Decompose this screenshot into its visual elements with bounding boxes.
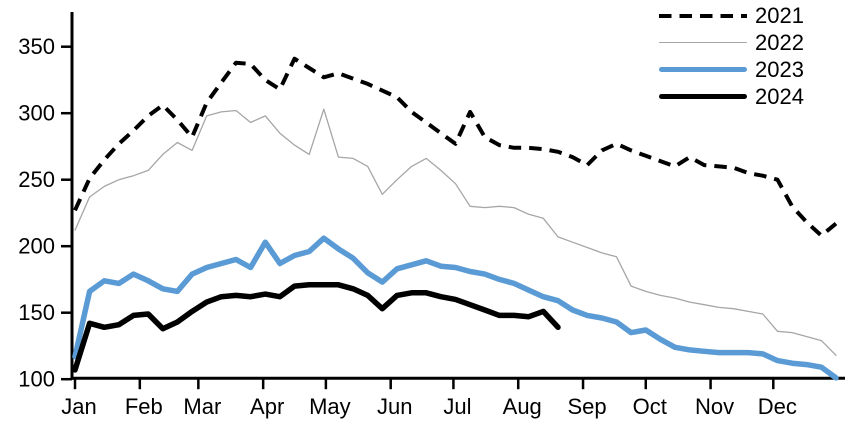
series-line-2022 [74, 108, 837, 356]
chart-legend: 2021 2022 2023 2024 [659, 2, 804, 110]
series-line-2024 [72, 282, 561, 373]
legend-item-2024: 2024 [659, 83, 804, 110]
x-tick-label: Jun [377, 394, 412, 419]
x-tick-label: Aug [503, 394, 542, 419]
legend-line-2023 [659, 66, 747, 73]
y-tick-label: 100 [18, 367, 55, 392]
y-tick-label: 250 [18, 167, 55, 192]
y-tick-label: 200 [18, 234, 55, 259]
x-tick-label: Apr [250, 394, 284, 419]
x-tick-label: Oct [633, 394, 667, 419]
x-tick-label: Feb [125, 394, 163, 419]
x-tick-label: May [309, 394, 351, 419]
y-tick-label: 300 [18, 101, 55, 126]
x-tick-label: Jan [61, 394, 96, 419]
x-tick-label: Jul [443, 394, 471, 419]
legend-label-2024: 2024 [755, 83, 804, 109]
legend-item-2022: 2022 [659, 29, 804, 56]
x-tick-label: Sep [567, 394, 606, 419]
x-tick-label: Mar [183, 394, 221, 419]
legend-line-2022 [659, 41, 747, 44]
series-line-2023 [72, 235, 839, 381]
legend-label-2022: 2022 [755, 29, 804, 55]
legend-item-2021: 2021 [659, 2, 804, 29]
legend-label-2021: 2021 [755, 2, 804, 28]
legend-item-2023: 2023 [659, 56, 804, 83]
legend-line-2021 [659, 13, 747, 18]
y-tick-label: 350 [18, 34, 55, 59]
legend-line-2024 [659, 93, 747, 100]
x-tick-label: Dec [758, 394, 797, 419]
series-line-2021 [73, 56, 838, 238]
legend-label-2023: 2023 [755, 56, 804, 82]
y-tick-label: 150 [18, 300, 55, 325]
x-tick-label: Nov [695, 394, 734, 419]
